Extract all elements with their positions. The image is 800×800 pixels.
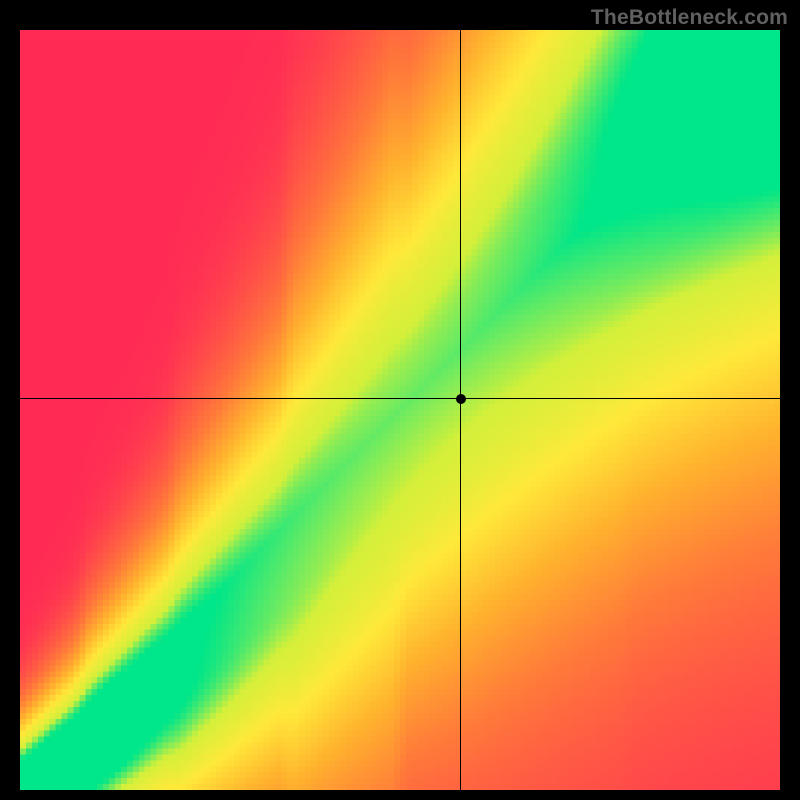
crosshair-point [456,394,466,404]
heatmap-canvas [20,30,780,790]
watermark-text: TheBottleneck.com [591,6,788,30]
crosshair-horizontal [20,398,780,399]
heatmap-plot [20,30,780,790]
crosshair-vertical [460,30,461,790]
figure-container: TheBottleneck.com [0,0,800,800]
